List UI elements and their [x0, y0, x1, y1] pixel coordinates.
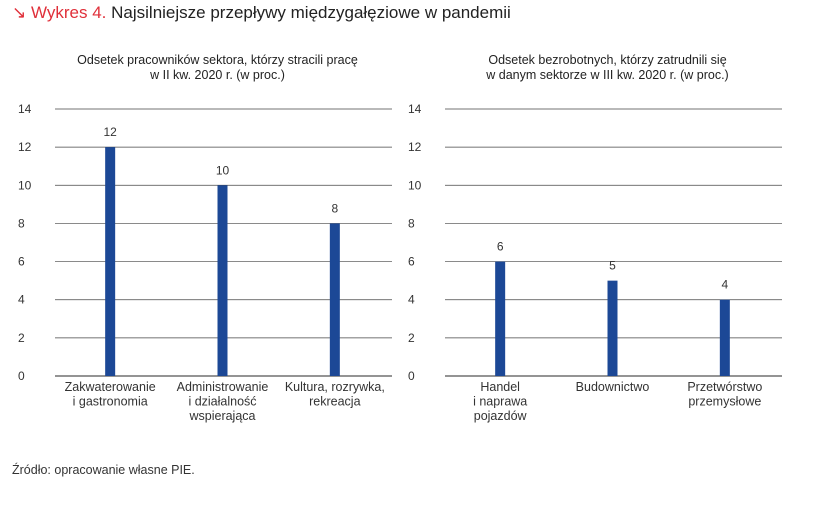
category-label: Handel [480, 380, 520, 394]
y-tick-label: 0 [408, 369, 415, 383]
y-tick-label: 12 [408, 140, 422, 154]
bar [607, 280, 618, 376]
chart-title: Odsetek bezrobotnych, którzy zatrudnili … [488, 53, 726, 67]
category-label: Administrowanie [177, 380, 269, 394]
y-tick-label: 2 [18, 331, 25, 345]
y-tick-label: 10 [18, 178, 32, 192]
arrow-icon: ↘ [12, 3, 27, 22]
category-label: Przetwórstwo [687, 380, 762, 394]
category-label: przemysłowe [688, 395, 761, 409]
category-label: Budownictwo [576, 380, 650, 394]
y-tick-label: 2 [408, 331, 415, 345]
chart-title: Odsetek pracowników sektora, którzy stra… [77, 53, 358, 67]
y-tick-label: 4 [408, 293, 415, 307]
data-label: 5 [609, 259, 616, 273]
y-tick-label: 14 [18, 102, 32, 116]
data-label: 4 [721, 278, 728, 292]
chart-title: w II kw. 2020 r. (w proc.) [149, 68, 285, 82]
category-label: pojazdów [474, 409, 528, 423]
figure-number: Wykres 4. [30, 3, 107, 22]
data-label: 6 [497, 240, 504, 254]
data-label: 8 [331, 201, 338, 215]
category-label: wspierająca [188, 409, 255, 423]
data-label: 12 [103, 125, 117, 139]
category-label: Zakwaterowanie [65, 380, 156, 394]
y-tick-label: 10 [408, 178, 422, 192]
category-label: rekreacja [309, 395, 360, 409]
bar [495, 261, 506, 376]
source-note: Źródło: opracowanie własne PIE. [12, 463, 195, 477]
bar [217, 185, 228, 376]
y-tick-label: 6 [18, 255, 25, 269]
bar [719, 299, 730, 376]
figure-heading: Najsilniejsze przepływy międzygałęziowe … [111, 3, 511, 22]
chart-title: w danym sektorze w III kw. 2020 r. (w pr… [485, 68, 728, 82]
category-label: i gastronomia [73, 395, 148, 409]
y-tick-label: 14 [408, 102, 422, 116]
bar [329, 223, 340, 376]
category-label: i działalność [188, 395, 256, 409]
y-tick-label: 8 [18, 216, 25, 230]
y-tick-label: 0 [18, 369, 25, 383]
data-label: 10 [216, 163, 230, 177]
category-label: i naprawa [473, 395, 527, 409]
category-label: Kultura, rozrywka, [285, 380, 385, 394]
y-tick-label: 12 [18, 140, 32, 154]
y-tick-label: 8 [408, 216, 415, 230]
y-tick-label: 6 [408, 255, 415, 269]
bar [105, 147, 116, 376]
figure-title: ↘ Wykres 4. Najsilniejsze przepływy międ… [12, 3, 511, 23]
y-tick-label: 4 [18, 293, 25, 307]
